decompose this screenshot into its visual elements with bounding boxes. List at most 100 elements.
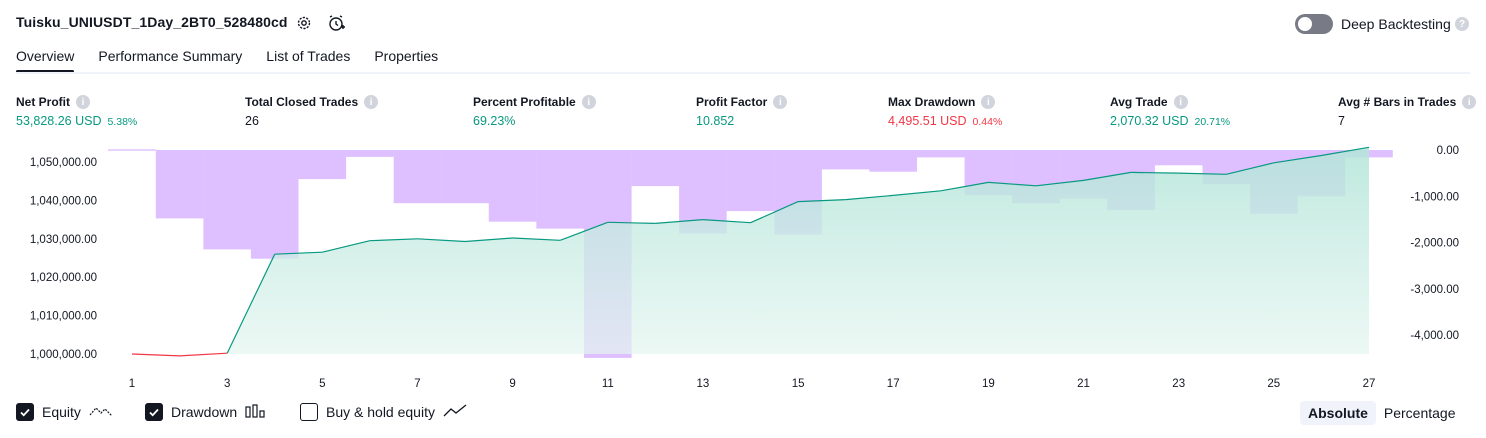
legend-label: Equity [42,404,81,420]
equity-line-segment [1083,171,1132,181]
tab-bar: Overview Performance Summary List of Tra… [16,48,439,73]
drawdown-bar [155,150,204,219]
right-axis-tick: -2,000.00 [1410,238,1459,250]
tab-properties[interactable]: Properties [374,48,439,64]
equity-line-segment [655,219,703,224]
drawdown-bar [346,150,394,157]
stat-avg-bars: Avg # Bars in Trades i 7 [1338,94,1477,128]
x-axis-tick: 1 [129,378,135,390]
drawdown-bar [441,150,489,204]
equity-line-segment [179,352,228,357]
legend-drawdown[interactable]: Drawdown [145,403,267,421]
x-axis-tick: 23 [1172,378,1185,390]
equity-line-segment [274,251,323,255]
stat-max-drawdown: Max Drawdown i 4,495.51 USD 0.44% [888,94,1002,128]
tab-list-of-trades[interactable]: List of Trades [266,48,351,64]
x-axis-tick: 25 [1267,378,1280,390]
add-alert-icon[interactable] [326,13,346,33]
x-axis-tick: 9 [509,378,515,390]
drawdown-bar [679,150,727,234]
equity-line-segment [607,221,656,224]
x-axis-tick: 19 [982,378,995,390]
drawdown-bar [631,150,680,187]
percentage-button[interactable]: Percentage [1383,405,1456,421]
info-icon[interactable]: i [773,95,788,109]
drawdown-bar [1154,150,1203,166]
equity-line-segment [893,190,941,196]
tab-divider [16,72,1470,74]
stat-net-profit: Net Profit i 53,828.26 USD 5.38% [16,94,137,128]
net-profit-value: 53,828.26 USD [16,114,102,128]
drawdown-bar [108,150,156,151]
info-icon[interactable]: i [581,95,596,109]
toggle-knob [1298,17,1312,31]
legend-label: Buy & hold equity [326,404,435,420]
stat-label: Profit Factor [696,95,768,109]
equity-line-segment [322,240,371,253]
drawdown-bar [917,150,965,158]
equity-line-segment [1178,172,1227,175]
drawdown-bar [250,150,299,259]
settings-gear-icon[interactable] [294,13,314,33]
equity-line-segment [798,199,846,203]
x-axis-tick: 3 [224,378,230,390]
stat-label: Percent Profitable [473,95,576,109]
stat-total-closed-trades: Total Closed Trades i 26 [245,94,379,128]
stat-label: Total Closed Trades [245,95,359,109]
equity-line-segment [131,353,180,357]
drawdown-bar [726,150,775,212]
right-axis-tick: -4,000.00 [1410,330,1459,342]
stat-label: Avg # Bars in Trades [1338,95,1457,109]
equity-line-segment [940,181,989,192]
stat-profit-factor: Profit Factor i 10.852 [696,94,788,128]
legend-buy-hold[interactable]: Buy & hold equity [300,403,467,421]
equity-area [227,147,1370,354]
stat-label: Avg Trade [1110,95,1168,109]
equity-line-segment [845,194,894,201]
legend-label: Drawdown [171,404,238,420]
x-axis-tick: 13 [697,378,710,390]
info-icon[interactable]: i [364,95,379,109]
view-mode-switcher: Absolute Percentage [1300,401,1464,425]
drawdown-bar [298,150,347,180]
profit-factor-value: 10.852 [696,114,735,128]
info-icon[interactable]: i [76,95,90,109]
equity-line-segment [750,201,799,224]
equity-icon [89,404,113,421]
equity-line-segment [512,237,561,241]
help-icon[interactable]: ? [1455,17,1469,31]
legend-equity[interactable]: Equity [16,403,113,421]
equity-line-segment [1321,146,1370,157]
drawdown-bar [536,150,584,229]
equity-line-segment [1035,179,1084,187]
left-axis-tick: 1,000,000.00 [30,349,97,361]
drawdown-checkbox[interactable] [145,403,163,421]
left-axis-tick: 1,050,000.00 [30,157,97,169]
buy-hold-checkbox[interactable] [300,403,318,421]
left-axis-tick: 1,040,000.00 [30,195,97,207]
stat-label: Net Profit [16,95,70,109]
avg-bars-value: 7 [1338,114,1345,128]
right-axis-tick: -3,000.00 [1410,284,1459,296]
equity-line-segment [417,238,466,243]
equity-line-segment [1131,171,1179,174]
info-icon[interactable]: i [1173,95,1188,109]
left-axis-tick: 1,010,000.00 [30,311,97,323]
info-icon[interactable]: i [1462,95,1477,109]
equity-drawdown-chart[interactable]: 1,000,000.00 1,010,000.00 1,020,000.00 1,03… [0,140,1486,396]
deep-backtesting-toggle[interactable] [1295,14,1333,34]
equity-checkbox[interactable] [16,403,34,421]
drawdown-icon [245,403,267,421]
tab-overview[interactable]: Overview [16,48,75,73]
x-axis-tick: 11 [602,378,614,390]
absolute-button[interactable]: Absolute [1300,401,1376,425]
equity-line-segment [559,221,609,241]
equity-line-segment [988,181,1037,187]
equity-line-segment [464,237,513,243]
drawdown-bar [203,150,251,250]
tab-performance-summary[interactable]: Performance Summary [98,48,243,64]
equity-line-segment [369,238,418,242]
info-icon[interactable]: i [981,95,996,109]
equity-line-segment [702,219,751,224]
strategy-title: Tuisku_UNIUSDT_1Day_2BT0_528480cd [16,14,288,30]
